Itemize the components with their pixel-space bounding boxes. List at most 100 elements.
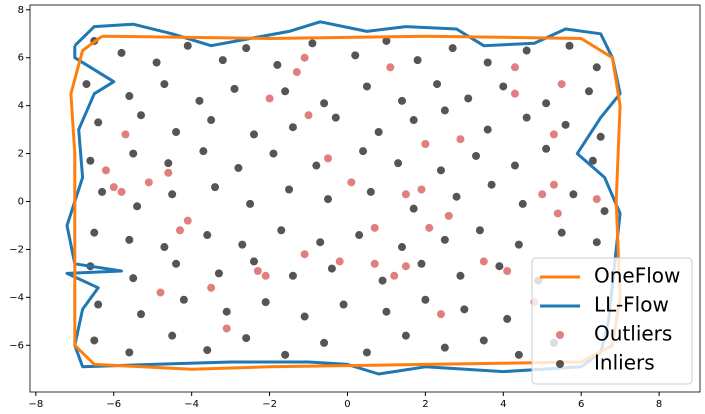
point — [510, 89, 519, 98]
point — [281, 350, 290, 359]
point — [320, 338, 329, 347]
point — [436, 310, 445, 319]
point — [117, 48, 126, 57]
point — [538, 190, 547, 199]
point — [269, 149, 278, 158]
x-tick-label: −8 — [28, 399, 43, 410]
point — [565, 41, 574, 50]
boundary-line — [69, 34, 622, 371]
point — [518, 199, 527, 208]
point — [203, 346, 212, 355]
point — [549, 180, 558, 189]
legend-label: LL-Flow — [594, 293, 669, 317]
point — [557, 228, 566, 237]
point — [172, 259, 181, 268]
x-tick-label: 4 — [500, 399, 506, 410]
point — [281, 87, 290, 96]
point — [413, 56, 422, 65]
point — [277, 226, 286, 235]
point — [592, 195, 601, 204]
point — [323, 195, 332, 204]
point — [401, 190, 410, 199]
x-tick-label: 8 — [656, 399, 662, 410]
point — [495, 262, 504, 271]
point — [421, 295, 430, 304]
point — [479, 257, 488, 266]
point — [137, 310, 146, 319]
point — [242, 44, 251, 53]
point — [273, 60, 282, 69]
point — [433, 80, 442, 89]
point — [483, 58, 492, 67]
legend-marker — [556, 360, 564, 368]
legend: OneFlow LL-Flow Outliers Inliers — [531, 257, 693, 385]
legend-marker — [556, 331, 564, 339]
point — [483, 125, 492, 134]
point — [211, 183, 220, 192]
point — [440, 106, 449, 115]
x-tick-label: 2 — [422, 399, 428, 410]
point — [359, 147, 368, 156]
point — [249, 130, 258, 139]
point — [101, 166, 110, 175]
point — [265, 94, 274, 103]
point — [347, 178, 356, 187]
point — [249, 257, 258, 266]
point — [569, 190, 578, 199]
point — [425, 223, 434, 232]
point — [503, 314, 512, 323]
point — [374, 128, 383, 137]
point — [242, 334, 251, 343]
legend-box — [531, 257, 693, 385]
point — [479, 336, 488, 345]
point — [125, 348, 134, 357]
point — [253, 266, 262, 275]
point — [549, 130, 558, 139]
point — [421, 139, 430, 148]
point — [94, 118, 103, 127]
y-tick-label: 0 — [18, 196, 24, 207]
point — [320, 99, 329, 108]
point — [456, 271, 465, 280]
point — [207, 283, 216, 292]
point — [195, 96, 204, 105]
point — [304, 111, 313, 120]
point — [456, 135, 465, 144]
point — [355, 231, 364, 240]
point — [172, 128, 181, 137]
y-tick-label: −2 — [9, 244, 24, 255]
point — [503, 266, 512, 275]
point — [417, 259, 426, 268]
point — [199, 147, 208, 156]
point — [312, 161, 321, 170]
point — [164, 168, 173, 177]
legend-label: Outliers — [594, 322, 672, 346]
point — [557, 80, 566, 89]
point — [129, 149, 138, 158]
point — [133, 202, 142, 211]
point — [144, 178, 153, 187]
point — [390, 271, 399, 280]
point — [207, 116, 216, 125]
point — [460, 305, 469, 314]
point — [382, 307, 391, 316]
point — [440, 343, 449, 352]
point — [183, 216, 192, 225]
point — [522, 113, 531, 122]
point — [94, 300, 103, 309]
point — [300, 250, 309, 259]
point — [300, 53, 309, 62]
point — [175, 226, 184, 235]
point — [292, 68, 301, 77]
point — [129, 274, 138, 283]
point — [121, 130, 130, 139]
point — [109, 183, 118, 192]
x-tick-label: −4 — [184, 399, 199, 410]
point — [331, 113, 340, 122]
point — [323, 154, 332, 163]
point — [285, 185, 294, 194]
point — [378, 276, 387, 285]
point — [168, 331, 177, 340]
point — [362, 348, 371, 357]
point — [288, 271, 297, 280]
